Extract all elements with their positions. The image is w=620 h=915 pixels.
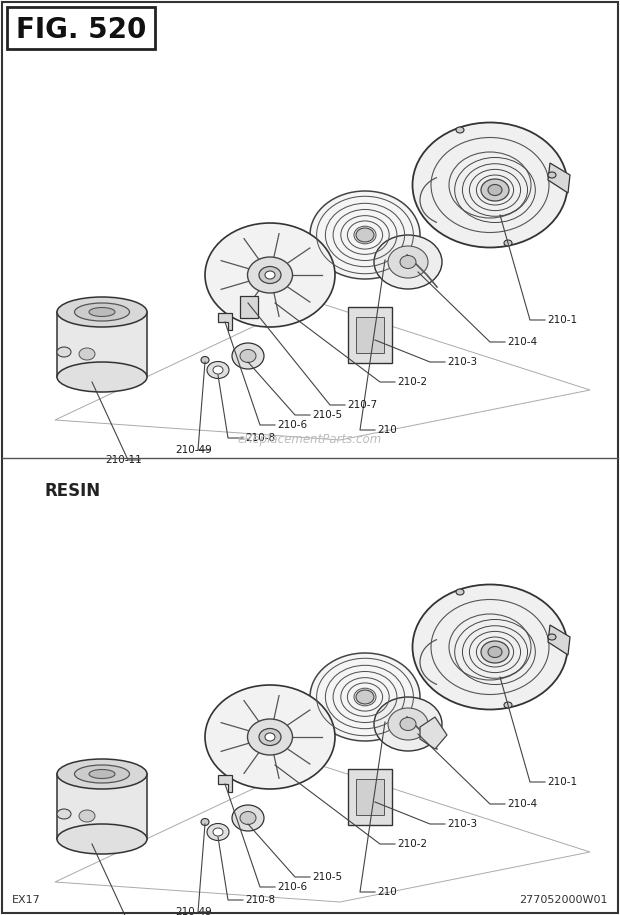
Ellipse shape — [548, 172, 556, 178]
Polygon shape — [218, 775, 232, 792]
Polygon shape — [420, 717, 447, 749]
Text: EX17: EX17 — [12, 895, 41, 905]
Text: 210-6: 210-6 — [277, 882, 307, 892]
Ellipse shape — [57, 297, 147, 327]
Ellipse shape — [374, 697, 442, 751]
Ellipse shape — [57, 759, 147, 789]
Ellipse shape — [488, 647, 502, 658]
Text: 210-49: 210-49 — [175, 445, 212, 455]
Ellipse shape — [79, 348, 95, 360]
Text: 210-4: 210-4 — [507, 337, 537, 347]
Text: 210-8: 210-8 — [245, 433, 275, 443]
Text: FIG. 520: FIG. 520 — [16, 16, 146, 44]
Ellipse shape — [412, 585, 567, 709]
Text: 210-2: 210-2 — [397, 377, 427, 387]
Ellipse shape — [481, 179, 509, 201]
Text: 210-3: 210-3 — [447, 357, 477, 367]
Ellipse shape — [201, 819, 209, 825]
Ellipse shape — [205, 685, 335, 789]
Ellipse shape — [207, 361, 229, 379]
Text: 210-1: 210-1 — [547, 777, 577, 787]
Bar — [348, 307, 392, 363]
Ellipse shape — [265, 733, 275, 741]
Text: 210-4: 210-4 — [507, 799, 537, 809]
Bar — [348, 769, 392, 825]
Ellipse shape — [259, 266, 281, 284]
Text: 210-7: 210-7 — [347, 400, 377, 410]
Ellipse shape — [412, 123, 567, 247]
Ellipse shape — [488, 185, 502, 196]
Polygon shape — [57, 774, 147, 839]
Ellipse shape — [232, 805, 264, 831]
Text: 210-5: 210-5 — [312, 872, 342, 882]
Bar — [356, 317, 384, 353]
Bar — [7, 7, 155, 49]
Text: eReplacementParts.com: eReplacementParts.com — [238, 434, 382, 447]
Text: RESIN: RESIN — [45, 482, 101, 500]
Bar — [240, 296, 258, 318]
Ellipse shape — [89, 770, 115, 779]
Ellipse shape — [240, 812, 256, 824]
Polygon shape — [218, 313, 232, 330]
Ellipse shape — [548, 634, 556, 640]
Ellipse shape — [57, 809, 71, 819]
Ellipse shape — [400, 717, 416, 730]
Text: 210-5: 210-5 — [312, 410, 342, 420]
Ellipse shape — [57, 347, 71, 357]
Ellipse shape — [388, 708, 428, 740]
Text: 210-8: 210-8 — [245, 895, 275, 905]
Text: 210-49: 210-49 — [175, 907, 212, 915]
Text: 210-2: 210-2 — [397, 839, 427, 849]
Ellipse shape — [356, 228, 374, 242]
Ellipse shape — [247, 257, 293, 293]
Ellipse shape — [400, 255, 416, 268]
Text: 210-11: 210-11 — [105, 455, 142, 465]
Ellipse shape — [89, 307, 115, 317]
Ellipse shape — [504, 240, 512, 246]
Polygon shape — [57, 312, 147, 377]
Text: 210-3: 210-3 — [447, 819, 477, 829]
Ellipse shape — [74, 765, 130, 783]
Ellipse shape — [356, 690, 374, 704]
Ellipse shape — [79, 810, 95, 822]
Ellipse shape — [456, 589, 464, 595]
Ellipse shape — [213, 366, 223, 374]
Ellipse shape — [504, 702, 512, 708]
Ellipse shape — [57, 824, 147, 854]
Ellipse shape — [310, 653, 420, 741]
Ellipse shape — [310, 191, 420, 279]
Ellipse shape — [232, 343, 264, 369]
Ellipse shape — [213, 828, 223, 836]
Polygon shape — [548, 163, 570, 193]
Ellipse shape — [205, 223, 335, 327]
Text: 210: 210 — [377, 425, 397, 435]
Ellipse shape — [456, 127, 464, 133]
Ellipse shape — [57, 362, 147, 392]
Ellipse shape — [374, 235, 442, 289]
Ellipse shape — [259, 728, 281, 746]
Ellipse shape — [265, 271, 275, 279]
Polygon shape — [548, 625, 570, 655]
Text: 210: 210 — [377, 887, 397, 897]
Ellipse shape — [481, 641, 509, 663]
Ellipse shape — [207, 824, 229, 841]
Text: 277052000W01: 277052000W01 — [520, 895, 608, 905]
Ellipse shape — [240, 350, 256, 362]
Ellipse shape — [74, 303, 130, 321]
Ellipse shape — [388, 246, 428, 278]
Text: 210-6: 210-6 — [277, 420, 307, 430]
Ellipse shape — [201, 357, 209, 363]
Text: 210-1: 210-1 — [547, 315, 577, 325]
Ellipse shape — [247, 719, 293, 755]
Bar — [356, 779, 384, 815]
